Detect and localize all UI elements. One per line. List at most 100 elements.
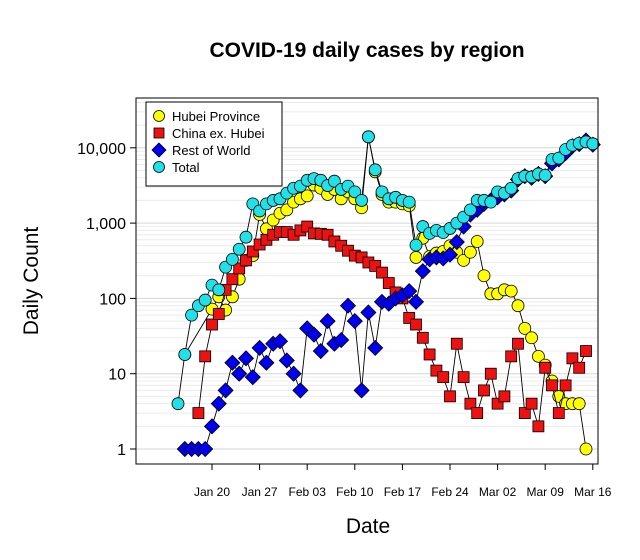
series-total (171, 130, 600, 411)
data-point (225, 252, 239, 266)
data-point (382, 277, 395, 289)
data-point (239, 230, 253, 244)
data-point (353, 382, 370, 399)
legend-marker (153, 127, 165, 139)
data-point (518, 321, 532, 335)
data-point (471, 407, 484, 419)
data-point (407, 293, 425, 310)
legend-box (145, 101, 283, 187)
data-point (346, 313, 363, 330)
data-point (448, 233, 465, 251)
data-point (423, 348, 436, 361)
data-point (369, 260, 382, 272)
data-point (505, 350, 518, 363)
data-point (572, 397, 586, 411)
data-point (251, 339, 268, 356)
data-point (450, 337, 463, 350)
data-point (319, 313, 336, 330)
legend-marker (151, 142, 167, 158)
data-point (199, 350, 212, 363)
x-tick-label: Mar 16 (574, 485, 612, 499)
data-point (198, 293, 212, 307)
y-tick-label: 1,000 (86, 216, 126, 233)
data-point (360, 304, 377, 321)
series-china-ex-hubei (192, 220, 592, 433)
data-point (416, 331, 429, 344)
data-point (233, 262, 246, 275)
data-point (232, 242, 246, 256)
y-tick-label: 100 (99, 291, 126, 308)
data-point (237, 350, 255, 367)
x-tick-label: Feb 03 (289, 485, 327, 499)
data-point (518, 407, 531, 419)
data-point (210, 395, 227, 412)
data-point (511, 299, 525, 313)
data-point (546, 379, 558, 392)
data-point (348, 185, 362, 199)
data-point (552, 151, 566, 165)
x-axis-label: Date (346, 515, 390, 538)
data-point (484, 367, 497, 380)
legend-marker (153, 161, 165, 173)
data-point (463, 245, 477, 259)
data-point (491, 397, 504, 410)
data-point (409, 251, 423, 264)
data-point (444, 390, 456, 403)
data-point (301, 220, 314, 233)
data-point (312, 342, 329, 360)
data-point (361, 130, 375, 144)
plot-frame (135, 97, 599, 465)
data-point (244, 369, 261, 386)
data-point (539, 361, 552, 374)
data-point (217, 382, 234, 399)
x-tick-label: Feb 17 (384, 485, 422, 499)
legend-label: Rest of World (172, 143, 251, 158)
data-point (410, 318, 422, 331)
data-point (538, 168, 552, 182)
data-point (203, 418, 221, 435)
y-tick-label: 1 (117, 442, 126, 459)
data-point (171, 397, 185, 411)
legend-label: Total (172, 160, 200, 175)
data-point (321, 228, 334, 241)
data-point (430, 364, 443, 377)
y-axis-label: Daily Count (20, 227, 43, 336)
x-tick-label: Jan 27 (242, 485, 278, 499)
data-point (206, 318, 218, 331)
data-point (212, 283, 226, 297)
data-point (512, 337, 524, 350)
data-point (532, 420, 545, 433)
legend-label: China ex. Hubei (172, 126, 265, 141)
data-point (192, 407, 205, 419)
data-point (403, 312, 416, 324)
data-point (525, 397, 538, 410)
data-point (457, 371, 470, 384)
x-tick-label: Feb 10 (336, 485, 374, 499)
data-point (333, 331, 350, 349)
data-point (300, 189, 314, 203)
data-point (226, 273, 239, 286)
data-point (402, 195, 416, 209)
data-point (224, 354, 241, 371)
data-point (271, 333, 289, 350)
x-tick-label: Mar 09 (527, 485, 565, 499)
data-point (368, 163, 382, 177)
data-point (240, 254, 252, 267)
data-point (477, 269, 491, 283)
data-point (401, 283, 418, 300)
legend-label: Hubei Province (172, 109, 260, 124)
data-point (246, 245, 259, 258)
data-point (258, 354, 275, 371)
series-layer (171, 130, 601, 458)
legend: Hubei Province China ex. Hubei Rest of Wor… (145, 101, 283, 187)
data-point (437, 371, 450, 384)
data-point (355, 194, 369, 207)
data-point (525, 331, 538, 345)
data-point (292, 382, 309, 399)
data-point (212, 308, 225, 320)
y-tick-label: 10 (108, 367, 126, 384)
data-point (504, 284, 518, 298)
data-point (580, 345, 592, 357)
data-point (185, 308, 199, 322)
